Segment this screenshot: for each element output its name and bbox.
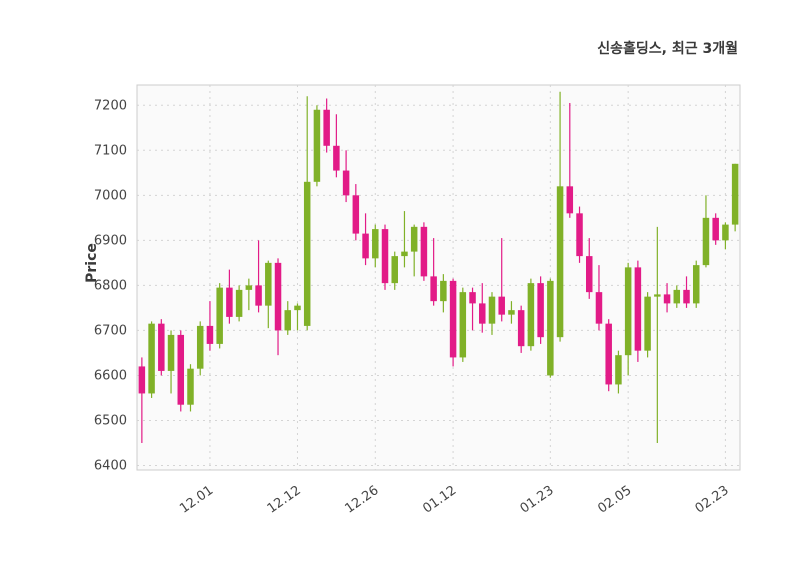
candle-body — [303, 181, 311, 326]
y-tick-label: 6500 — [94, 413, 127, 428]
candle-body — [284, 310, 291, 331]
candle-body — [576, 213, 583, 257]
y-tick-label: 7100 — [94, 143, 127, 158]
candle-body — [683, 289, 690, 304]
candle-body — [274, 262, 282, 331]
candle-body — [235, 289, 243, 317]
candle-body — [420, 226, 428, 277]
candle-body — [692, 265, 700, 304]
candle-body — [731, 163, 739, 225]
candle-body — [517, 310, 525, 347]
candle-body — [488, 296, 496, 324]
candle-body — [313, 109, 321, 182]
y-axis-title: Price — [83, 243, 100, 283]
candle-body — [196, 325, 204, 369]
candle-body — [206, 325, 214, 344]
y-tick-label: 6400 — [94, 458, 127, 473]
candle-body — [381, 229, 389, 284]
x-tick-label: 12.12 — [265, 483, 304, 517]
candle-body — [216, 287, 223, 344]
candle-body — [624, 267, 632, 356]
candle-body — [401, 251, 408, 257]
candle-body — [138, 366, 146, 394]
candle-body — [508, 310, 515, 315]
x-tick-label: 02.23 — [693, 483, 732, 517]
candle-body — [634, 267, 642, 351]
candle-body — [479, 303, 486, 324]
candle-body — [605, 323, 612, 385]
candle-body — [226, 287, 233, 317]
plot-border — [136, 84, 741, 471]
candle-body — [294, 305, 301, 311]
candle-body — [459, 292, 467, 358]
candle-body — [527, 283, 535, 347]
candle-body — [333, 145, 340, 171]
candle-body — [265, 262, 272, 306]
candle-body — [644, 296, 651, 351]
x-tick-label: 12.01 — [177, 483, 216, 517]
x-tick-label: 12.26 — [342, 483, 381, 517]
candle-body — [469, 292, 476, 304]
y-tick-label: 7000 — [94, 188, 127, 203]
candle-body — [167, 334, 175, 371]
candle-body — [177, 334, 185, 405]
candle-body — [537, 283, 544, 338]
candle-body — [615, 355, 622, 385]
candle-body — [323, 109, 330, 146]
candle-body — [430, 276, 437, 302]
candle-body — [712, 217, 719, 241]
candle-body — [342, 170, 350, 196]
candle-body — [362, 233, 369, 259]
candle-body — [440, 280, 447, 302]
y-tick-label: 6900 — [94, 233, 127, 248]
candle-body — [391, 256, 398, 284]
candle-body — [498, 296, 505, 315]
candle-body — [148, 323, 155, 394]
candle-body — [566, 186, 574, 214]
candle-body — [352, 195, 360, 234]
x-tick-label: 02.05 — [595, 483, 634, 517]
candle-body — [663, 294, 671, 304]
candle-body — [556, 186, 564, 338]
candle-body — [702, 217, 710, 266]
candle-body — [449, 280, 457, 358]
candle-body — [245, 285, 253, 290]
candle-body — [410, 226, 418, 252]
x-tick-label: 01.23 — [518, 483, 557, 517]
x-tick-label: 01.12 — [420, 483, 459, 517]
candle-body — [158, 323, 165, 371]
candle-body — [372, 229, 379, 259]
candle-body — [255, 285, 262, 306]
y-tick-label: 6600 — [94, 368, 127, 383]
candle-body — [654, 294, 661, 297]
candle-body — [187, 368, 194, 405]
y-tick-label: 6700 — [94, 323, 127, 338]
candle-body — [673, 289, 681, 304]
y-tick-label: 7200 — [94, 98, 127, 113]
y-tick-label: 6800 — [94, 278, 127, 293]
candle-body — [586, 256, 593, 293]
candle-body — [722, 224, 729, 241]
candle-body — [547, 280, 554, 376]
candle-body — [595, 292, 603, 324]
chart-title: 신송홀딩스, 최근 3개월 — [597, 41, 738, 57]
